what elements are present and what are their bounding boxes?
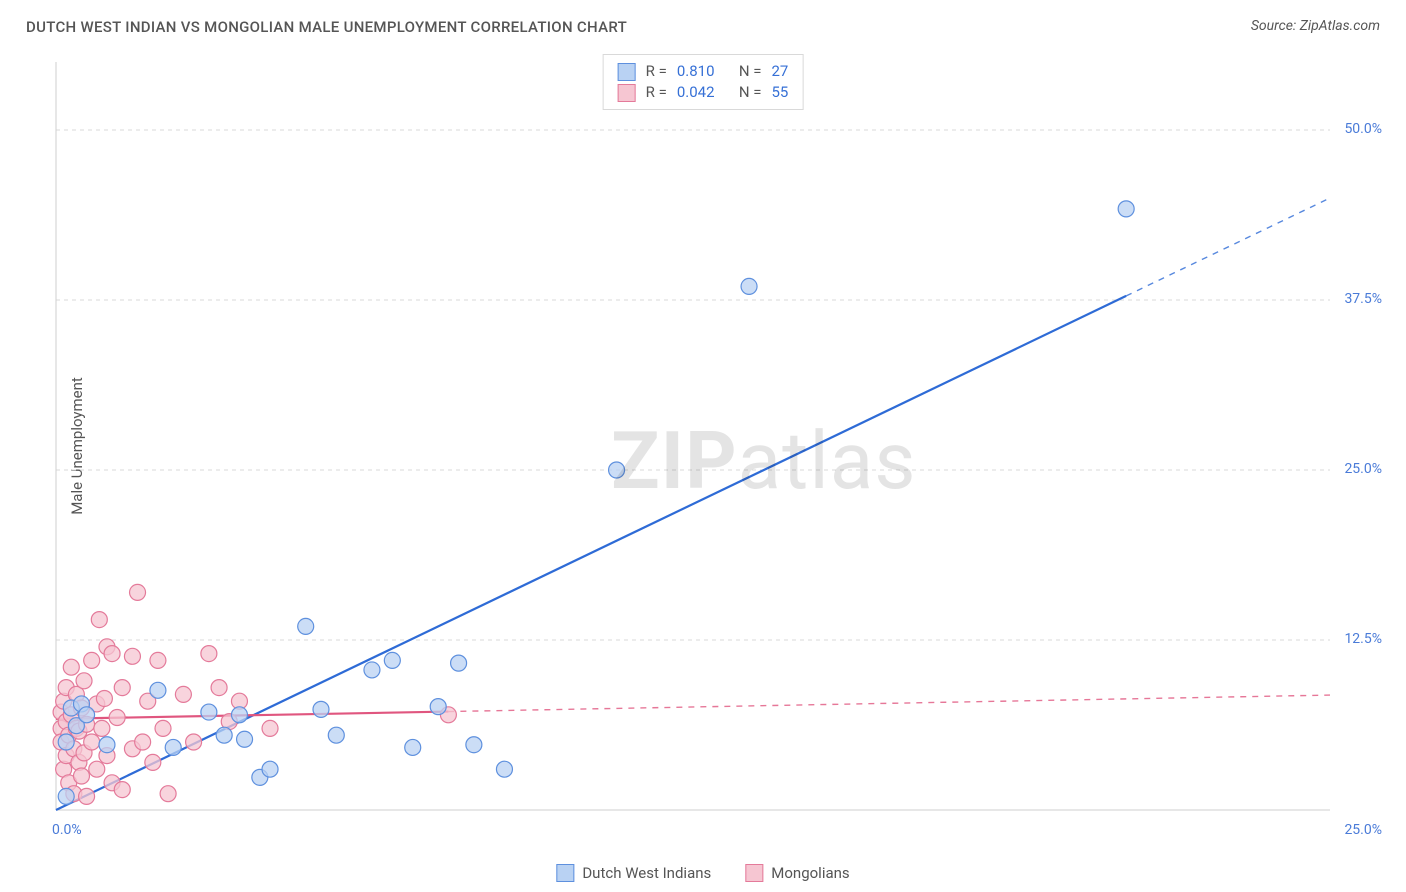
correlation-legend: R = 0.810 N = 27 R = 0.042 N = 55 — [603, 54, 804, 110]
scatter-plot-svg — [50, 46, 1386, 846]
r-value: 0.042 — [677, 82, 723, 103]
source-attribution: Source: ZipAtlas.com — [1251, 18, 1380, 34]
series-label: Mongolians — [771, 864, 849, 882]
x-tick-label: 0.0% — [52, 822, 82, 838]
legend-swatch-icon — [618, 84, 636, 102]
legend-row-dutch: R = 0.810 N = 27 — [618, 61, 789, 82]
legend-swatch-icon — [618, 63, 636, 81]
r-value: 0.810 — [677, 61, 723, 82]
r-label: R = — [646, 82, 667, 103]
x-tick-label: 25.0% — [1344, 822, 1382, 838]
legend-swatch-icon — [745, 864, 763, 882]
chart-title: DUTCH WEST INDIAN VS MONGOLIAN MALE UNEM… — [26, 18, 627, 36]
n-label: N = — [739, 82, 762, 103]
n-value: 27 — [771, 61, 788, 82]
y-tick-label: 25.0% — [1344, 461, 1382, 477]
y-tick-label: 50.0% — [1344, 121, 1382, 137]
n-label: N = — [739, 61, 762, 82]
series-label: Dutch West Indians — [582, 864, 711, 882]
n-value: 55 — [771, 82, 788, 103]
r-label: R = — [646, 61, 667, 82]
legend-row-mongolian: R = 0.042 N = 55 — [618, 82, 789, 103]
series-legend: Dutch West Indians Mongolians — [556, 864, 849, 882]
y-tick-label: 37.5% — [1344, 291, 1382, 307]
plot-area: ZIPatlas 12.5%25.0%37.5%50.0%0.0%25.0% — [50, 46, 1386, 846]
series-legend-item-mongolian: Mongolians — [745, 864, 849, 882]
legend-swatch-icon — [556, 864, 574, 882]
series-legend-item-dutch: Dutch West Indians — [556, 864, 711, 882]
y-tick-label: 12.5% — [1344, 631, 1382, 647]
